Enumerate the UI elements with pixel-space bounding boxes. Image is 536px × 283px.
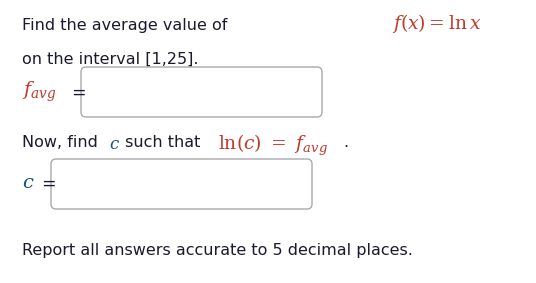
Text: $f(x) = \ln x$: $f(x) = \ln x$: [392, 12, 481, 35]
FancyBboxPatch shape: [51, 159, 312, 209]
Text: Find the average value of: Find the average value of: [22, 18, 227, 33]
Text: $f_{avg}$: $f_{avg}$: [22, 80, 56, 104]
Text: on the interval [1,25].: on the interval [1,25].: [22, 52, 198, 67]
Text: Report all answers accurate to 5 decimal places.: Report all answers accurate to 5 decimal…: [22, 243, 413, 258]
Text: .: .: [343, 135, 348, 150]
Text: $=$: $=$: [38, 174, 56, 192]
FancyBboxPatch shape: [81, 67, 322, 117]
Text: Now, find: Now, find: [22, 135, 103, 150]
Text: $\ln(c)\ =\ f_{avg}$: $\ln(c)\ =\ f_{avg}$: [218, 133, 328, 158]
Text: $c$: $c$: [22, 173, 34, 192]
Text: $c$: $c$: [109, 135, 120, 153]
Text: such that: such that: [120, 135, 205, 150]
Text: $=$: $=$: [68, 83, 86, 101]
